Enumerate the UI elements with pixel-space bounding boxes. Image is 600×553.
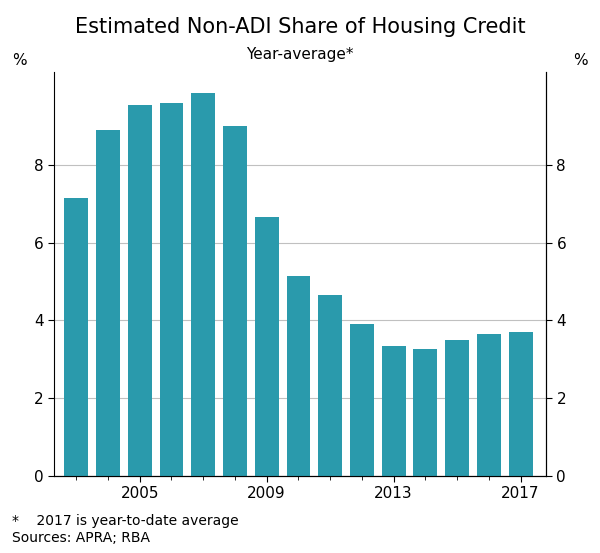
Text: %: % bbox=[12, 53, 27, 68]
Text: Year-average*: Year-average* bbox=[246, 47, 354, 62]
Bar bbox=[477, 334, 501, 476]
Bar bbox=[287, 276, 310, 476]
Text: *    2017 is year-to-date average: * 2017 is year-to-date average bbox=[12, 514, 239, 528]
Bar bbox=[445, 340, 469, 476]
Text: Estimated Non-ADI Share of Housing Credit: Estimated Non-ADI Share of Housing Credi… bbox=[74, 17, 526, 36]
Bar bbox=[255, 217, 278, 476]
Bar bbox=[350, 324, 374, 476]
Bar bbox=[64, 198, 88, 476]
Bar bbox=[318, 295, 342, 476]
Bar bbox=[96, 130, 120, 476]
Bar bbox=[191, 93, 215, 476]
Bar bbox=[382, 346, 406, 476]
Bar bbox=[509, 332, 533, 476]
Bar bbox=[160, 103, 184, 476]
Text: Sources: APRA; RBA: Sources: APRA; RBA bbox=[12, 531, 150, 545]
Bar bbox=[128, 105, 152, 476]
Text: %: % bbox=[573, 53, 588, 68]
Bar bbox=[413, 349, 437, 476]
Bar bbox=[223, 126, 247, 476]
